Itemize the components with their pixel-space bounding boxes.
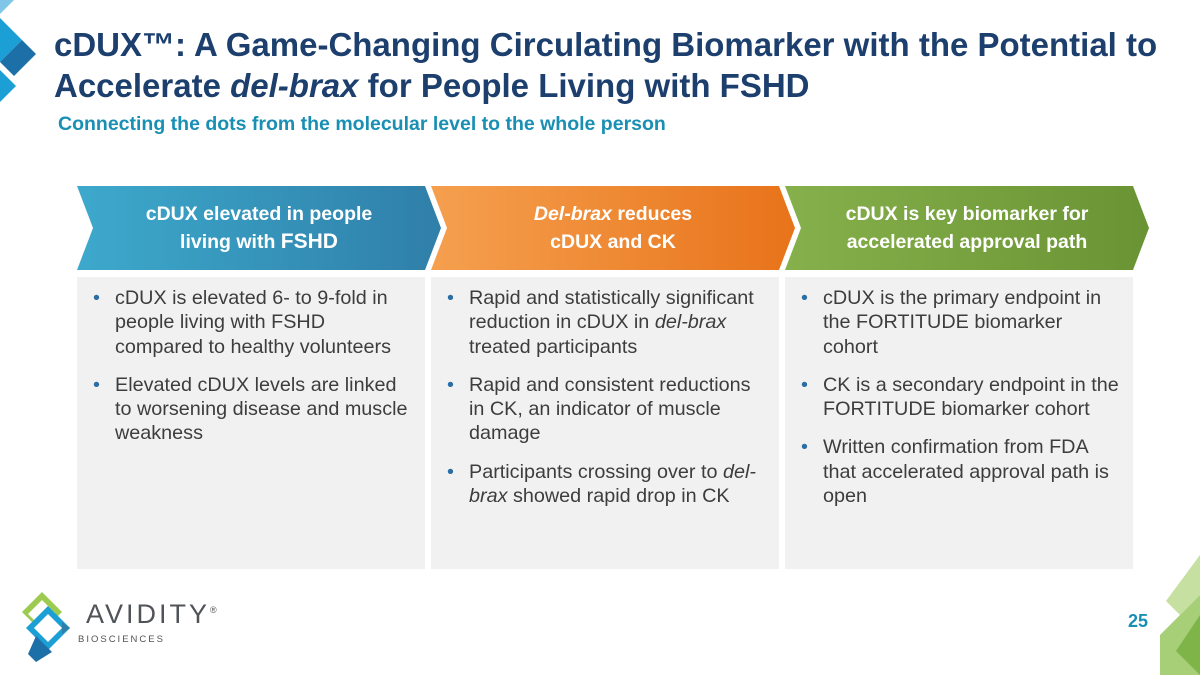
column-body-1: • cDUX is elevated 6- to 9-fold in people… bbox=[77, 277, 425, 569]
column-body-3: • cDUX is the primary endpoint in the FOR… bbox=[785, 277, 1133, 569]
bullet-item: • cDUX is elevated 6- to 9-fold in people… bbox=[93, 287, 392, 358]
column-header-1: cDUX elevated in people living with FSHD bbox=[77, 186, 441, 270]
slide-subtitle: Connecting the dots from the molecular l… bbox=[58, 113, 666, 135]
bullet-item: • Elevated cDUX levels are linked to wors… bbox=[93, 373, 408, 445]
bullet-item: • Rapid and consistent reductions in CK, … bbox=[447, 373, 751, 445]
bullet-item: • CK is a secondary endpoint in the FORTI… bbox=[801, 373, 1119, 421]
bullet-item: • Rapid and statistically significant red… bbox=[447, 287, 754, 358]
bullet-item: • cDUX is the primary endpoint in the FOR… bbox=[801, 287, 1102, 358]
corner-decoration-top-left bbox=[0, 0, 36, 102]
logo-mark-icon bbox=[22, 592, 70, 662]
bullet-item: • Participants crossing over to del-brax … bbox=[447, 460, 756, 508]
column-header-2: Del-brax reduces cDUX and CK bbox=[431, 186, 795, 270]
slide-title: cDUX™: A Game-Changing Circulating Bioma… bbox=[54, 26, 1158, 104]
company-logo: AVIDITY® BIOSCIENCES bbox=[22, 592, 217, 662]
page-number: 25 bbox=[1128, 611, 1149, 631]
corner-decoration-bottom-right bbox=[1160, 555, 1200, 675]
column-header-3: cDUX is key biomarker for accelerated app… bbox=[785, 186, 1149, 270]
column-body-2: • Rapid and statistically significant red… bbox=[431, 277, 779, 569]
bullet-item: • Written confirmation from FDA that acce… bbox=[801, 436, 1109, 508]
